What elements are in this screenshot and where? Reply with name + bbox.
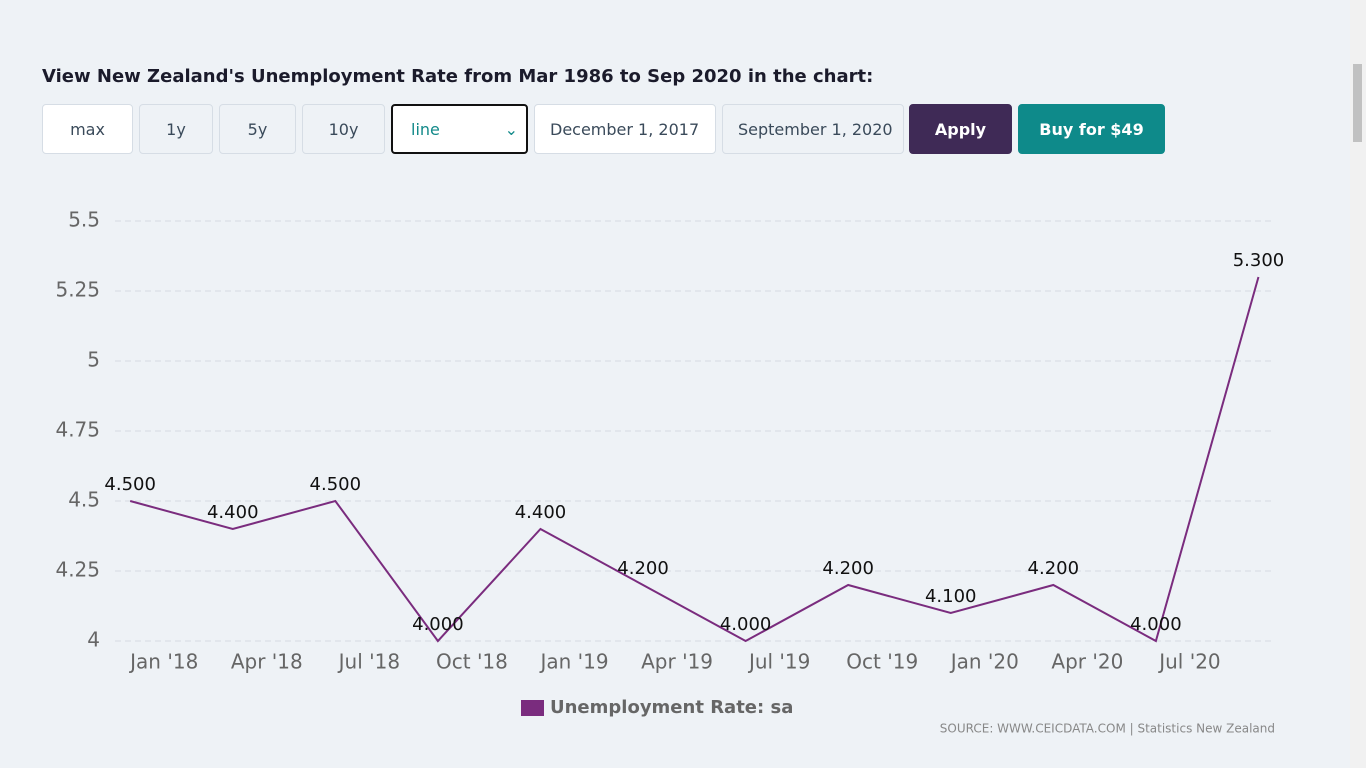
chart-type-select[interactable]: line ⌄: [391, 104, 528, 154]
range-button[interactable]: 5y: [219, 104, 296, 154]
legend-swatch: [521, 700, 544, 716]
y-tick-label: 4.5: [68, 488, 100, 512]
x-tick-label: Jan '19: [538, 650, 608, 674]
data-label: 4.000: [1130, 614, 1182, 635]
end-date[interactable]: September 1, 2020: [722, 104, 904, 154]
x-tick-label: Jul '20: [1157, 650, 1220, 674]
select-value: line: [411, 119, 440, 139]
x-tick-label: Jul '18: [337, 650, 400, 674]
range-button[interactable]: max: [42, 104, 133, 154]
range-button[interactable]: 1y: [139, 104, 213, 154]
y-tick-label: 5: [87, 348, 100, 372]
data-label: 4.200: [822, 558, 874, 579]
x-tick-label: Jan '20: [949, 650, 1019, 674]
data-label: 4.200: [617, 558, 669, 579]
source: SOURCE: WWW.CEICDATA.COM | Statistics Ne…: [940, 722, 1275, 736]
y-tick-label: 4.75: [55, 418, 100, 442]
line: [129, 276, 1260, 643]
data-label: 4.500: [104, 474, 156, 495]
data-label: 4.500: [310, 474, 362, 495]
data-label: 5.300: [1233, 250, 1285, 271]
scrollbar[interactable]: [1350, 0, 1366, 768]
x-tick-label: Oct '18: [436, 650, 508, 674]
x-tick-label: Jan '18: [128, 650, 198, 674]
y-tick-label: 4.25: [55, 558, 100, 582]
x-tick-label: Jul '19: [747, 650, 810, 674]
data-label: 4.400: [207, 502, 259, 523]
x-tick-label: Apr '20: [1051, 650, 1123, 674]
data-label: 4.000: [720, 614, 772, 635]
x-tick-label: Apr '18: [231, 650, 303, 674]
data-label: 4.000: [412, 614, 464, 635]
start-date[interactable]: December 1, 2017: [534, 104, 716, 154]
data-label: 4.100: [925, 586, 977, 607]
data-label: 4.200: [1028, 558, 1080, 579]
x-tick-label: Oct '19: [846, 650, 918, 674]
select-arrow: ⌄: [504, 119, 518, 139]
y-tick-label: 4: [87, 628, 100, 652]
buy-button[interactable]: Buy for $49: [1018, 104, 1165, 154]
scroll-thumb[interactable]: [1353, 64, 1362, 142]
legend-label: Unemployment Rate: sa: [550, 697, 793, 718]
heading: View New Zealand's Unemployment Rate fro…: [42, 66, 874, 87]
x-tick-label: Apr '19: [641, 650, 713, 674]
data-label: 4.400: [515, 502, 567, 523]
apply-button[interactable]: Apply: [909, 104, 1012, 154]
y-tick-label: 5.5: [68, 208, 100, 232]
y-tick-label: 5.25: [55, 278, 100, 302]
range-button[interactable]: 10y: [302, 104, 385, 154]
